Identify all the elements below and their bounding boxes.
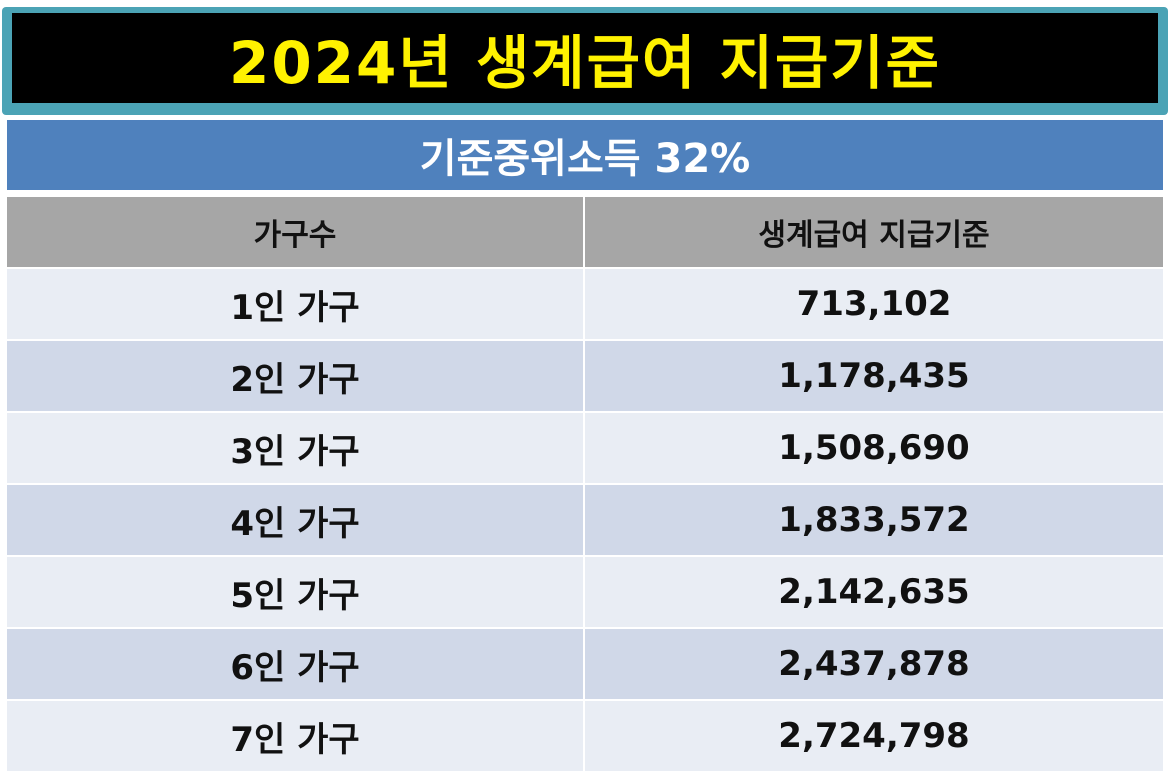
benefit-amount-cell: 1,178,435 — [585, 341, 1163, 411]
title-banner-inner: 2024년 생계급여 지급기준 — [12, 13, 1158, 103]
table-header-row: 가구수 생계급여 지급기준 — [7, 197, 1163, 267]
benefit-amount-cell: 2,437,878 — [585, 629, 1163, 699]
household-size-cell: 4인 가구 — [7, 485, 583, 555]
benefit-amount-cell: 1,508,690 — [585, 413, 1163, 483]
title-banner: 2024년 생계급여 지급기준 — [2, 7, 1168, 115]
header-benefit-standard: 생계급여 지급기준 — [585, 197, 1163, 267]
household-size-cell: 7인 가구 — [7, 701, 583, 771]
benefit-amount-cell: 713,102 — [585, 269, 1163, 339]
table-row: 4인 가구 1,833,572 — [7, 485, 1163, 555]
subtitle-banner: 기준중위소득 32% — [7, 120, 1163, 190]
page-title: 2024년 생계급여 지급기준 — [228, 29, 942, 97]
table-row: 7인 가구 2,724,798 — [7, 701, 1163, 771]
table-row: 6인 가구 2,437,878 — [7, 629, 1163, 699]
benefit-amount-cell: 2,724,798 — [585, 701, 1163, 771]
page-subtitle: 기준중위소득 32% — [419, 136, 751, 182]
table-row: 2인 가구 1,178,435 — [7, 341, 1163, 411]
household-size-cell: 5인 가구 — [7, 557, 583, 627]
household-size-cell: 1인 가구 — [7, 269, 583, 339]
benefit-table: 가구수 생계급여 지급기준 1인 가구 713,102 2인 가구 1,178,… — [7, 197, 1163, 773]
table-row: 5인 가구 2,142,635 — [7, 557, 1163, 627]
household-size-cell: 6인 가구 — [7, 629, 583, 699]
household-size-cell: 3인 가구 — [7, 413, 583, 483]
header-household-size: 가구수 — [7, 197, 583, 267]
table-row: 3인 가구 1,508,690 — [7, 413, 1163, 483]
benefit-amount-cell: 2,142,635 — [585, 557, 1163, 627]
household-size-cell: 2인 가구 — [7, 341, 583, 411]
table-row: 1인 가구 713,102 — [7, 269, 1163, 339]
benefit-amount-cell: 1,833,572 — [585, 485, 1163, 555]
